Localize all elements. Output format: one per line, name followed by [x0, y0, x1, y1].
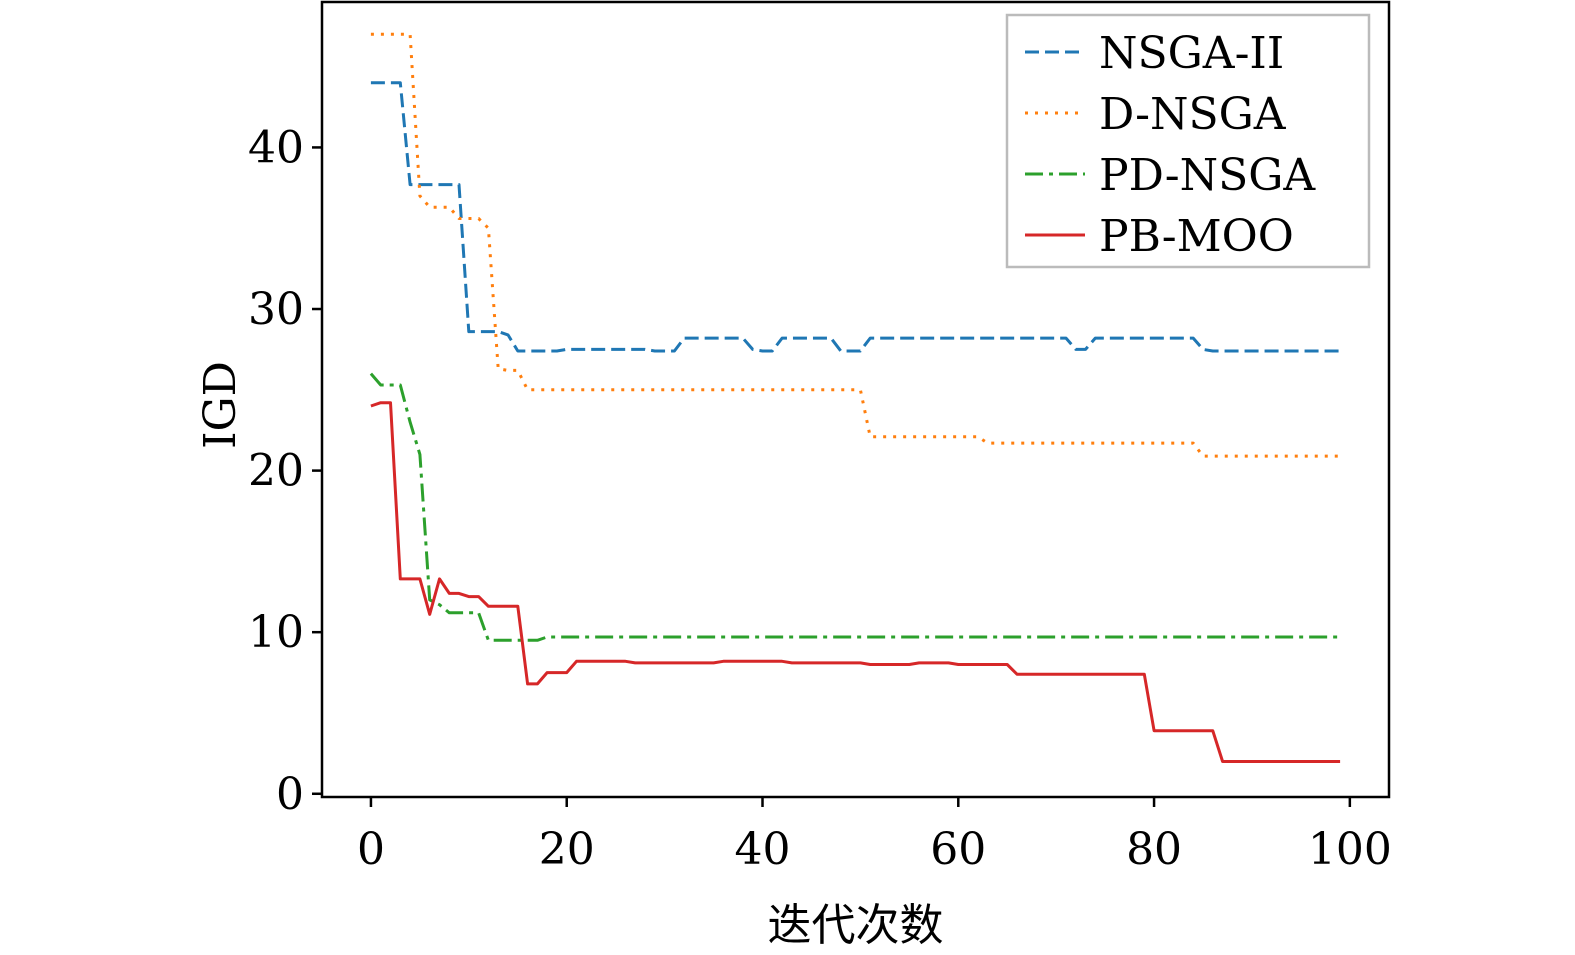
y-tick-label: 20 — [248, 446, 304, 497]
series-line-nsga-ii — [370, 81, 1341, 353]
x-tick-label: 60 — [930, 824, 986, 875]
legend: NSGA-II D-NSGA PD-NSGA PB-MOO — [1005, 13, 1371, 269]
legend-label: NSGA-II — [1099, 28, 1284, 79]
y-tick-label: 30 — [248, 284, 304, 335]
legend-label: PB-MOO — [1099, 211, 1294, 262]
x-axis-ticks: 0 20 40 60 80 100 — [357, 797, 1392, 875]
series-line-pd-nsga — [369, 372, 1341, 642]
legend-label: PD-NSGA — [1099, 150, 1316, 201]
series-line-pb-moo — [370, 401, 1341, 763]
y-tick-label: 0 — [276, 769, 304, 820]
x-tick-label: 0 — [357, 824, 385, 875]
y-axis-label: IGD — [195, 361, 246, 449]
y-axis-ticks: 0 10 20 30 40 — [248, 122, 322, 820]
legend-items: NSGA-II D-NSGA PD-NSGA PB-MOO — [1025, 28, 1316, 262]
plot-lines — [369, 32, 1341, 763]
y-tick-label: 40 — [248, 122, 304, 173]
x-tick-label: 80 — [1126, 824, 1182, 875]
axes-frame — [320, 0, 1391, 799]
y-tick-label: 10 — [248, 607, 304, 658]
x-tick-label: 100 — [1308, 824, 1392, 875]
x-tick-label: 40 — [735, 824, 791, 875]
x-tick-label: 20 — [539, 824, 595, 875]
legend-box — [1005, 13, 1371, 269]
legend-label: D-NSGA — [1099, 89, 1287, 140]
series-line-d-nsga — [370, 32, 1341, 458]
x-axis-label: 迭代次数 — [768, 900, 944, 951]
